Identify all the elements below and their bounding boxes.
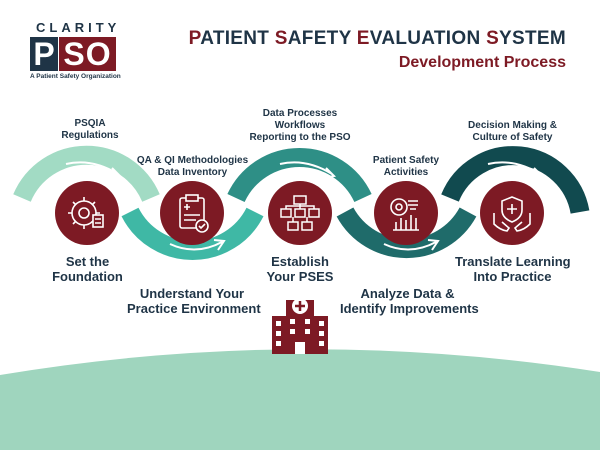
title-cap-1: P <box>188 28 201 49</box>
logo-wordmark: CLARITY <box>36 20 121 35</box>
direction-arrows <box>65 161 545 251</box>
step-4-top-line-2: Activities <box>383 167 429 178</box>
step-5-top-line-1: Decision Making & <box>468 120 557 131</box>
step-5-bottom-line-2: Into Practice <box>473 269 552 284</box>
step-2-top-line-1: QA & QI Methodologies <box>136 155 249 166</box>
title-cap-2: S <box>274 28 288 49</box>
wave-segment-5 <box>441 146 590 214</box>
title-rest-3: VALUATION <box>369 28 487 49</box>
step-2-bottom-line-1: Understand Your <box>139 286 245 301</box>
clarity-pso-logo: CLARITY P SO A Patient Safety Organizati… <box>30 20 121 82</box>
step-circle-3 <box>268 181 332 245</box>
step-1-bottom-line-1: Set the <box>65 254 110 269</box>
step-2-bottom-label: Understand Your Practice Environment <box>127 286 261 316</box>
step-2-top-line-2: Data Inventory <box>157 167 228 178</box>
step-1-top-label: PSQIA Regulations <box>55 118 125 142</box>
step-circle-1 <box>55 181 119 245</box>
step-3-bottom-line-1: Establish <box>271 254 329 269</box>
step-4-bottom-line-1: Analyze Data & <box>360 286 455 301</box>
step-4-top-line-1: Patient Safety <box>372 155 440 166</box>
step-4-top-label: Patient Safety Activities <box>360 155 452 179</box>
step-5-bottom-line-1: Translate Learning <box>455 254 571 269</box>
title-rest-1: ATIENT <box>200 28 275 49</box>
step-circle-4 <box>374 181 438 245</box>
page-title: PATIENT SAFETY EVALUATION SYSTEM <box>189 28 566 50</box>
step-4-bottom-line-2: Identify Improvements <box>340 301 479 316</box>
step-3-top-line-3: Reporting to the PSO <box>249 132 351 143</box>
page-subtitle: Development Process <box>398 54 566 71</box>
step-3-top-line-1: Data Processes <box>262 108 338 119</box>
step-2-top-label: QA & QI Methodologies Data Inventory <box>130 155 255 179</box>
logo-mark-so: SO <box>59 37 116 71</box>
step-5-bottom-label: Translate Learning Into Practice <box>455 254 571 284</box>
step-1-top-line-1: PSQIA <box>74 118 106 129</box>
step-3-top-label: Data Processes Workflows Reporting to th… <box>240 108 360 144</box>
step-3-top-line-2: Workflows <box>274 120 326 131</box>
hands-shield-icon <box>493 196 531 232</box>
ground-hill <box>0 349 600 450</box>
arrow-2 <box>169 239 226 251</box>
step-2-bottom-line-2: Practice Environment <box>127 301 261 316</box>
step-1-top-line-2: Regulations <box>61 130 119 141</box>
wave-segment-1 <box>13 145 160 202</box>
step-circle-2 <box>160 181 224 245</box>
title-cap-4: S <box>486 28 500 49</box>
step-3-bottom-line-2: Your PSES <box>266 269 334 284</box>
arrow-3 <box>279 161 337 179</box>
step-5-top-label: Decision Making & Culture of Safety <box>455 120 570 144</box>
step-4-bottom-label: Analyze Data & Identify Improvements <box>340 286 479 316</box>
logo-mark-p: P <box>30 37 58 71</box>
step-1-bottom-label: Set the Foundation <box>40 254 135 284</box>
flowchart-icon <box>280 195 320 231</box>
title-rest-4: YSTEM <box>499 28 566 49</box>
arrow-1 <box>65 161 123 179</box>
wave-segment-3 <box>227 148 372 203</box>
step-5-top-line-2: Culture of Safety <box>472 132 553 143</box>
step-3-bottom-label: Establish Your PSES <box>255 254 345 284</box>
arrow-5 <box>487 161 545 179</box>
title-rest-2: AFETY <box>287 28 357 49</box>
gear-checklist-icon <box>68 197 104 229</box>
hospital-building-icon <box>272 298 328 354</box>
logo-tagline: A Patient Safety Organization <box>30 73 121 80</box>
step-1-bottom-line-2: Foundation <box>52 269 123 284</box>
analytics-icon <box>390 198 419 231</box>
clipboard-icon <box>179 194 209 233</box>
title-cap-3: E <box>356 28 370 49</box>
arrow-4 <box>383 239 440 251</box>
